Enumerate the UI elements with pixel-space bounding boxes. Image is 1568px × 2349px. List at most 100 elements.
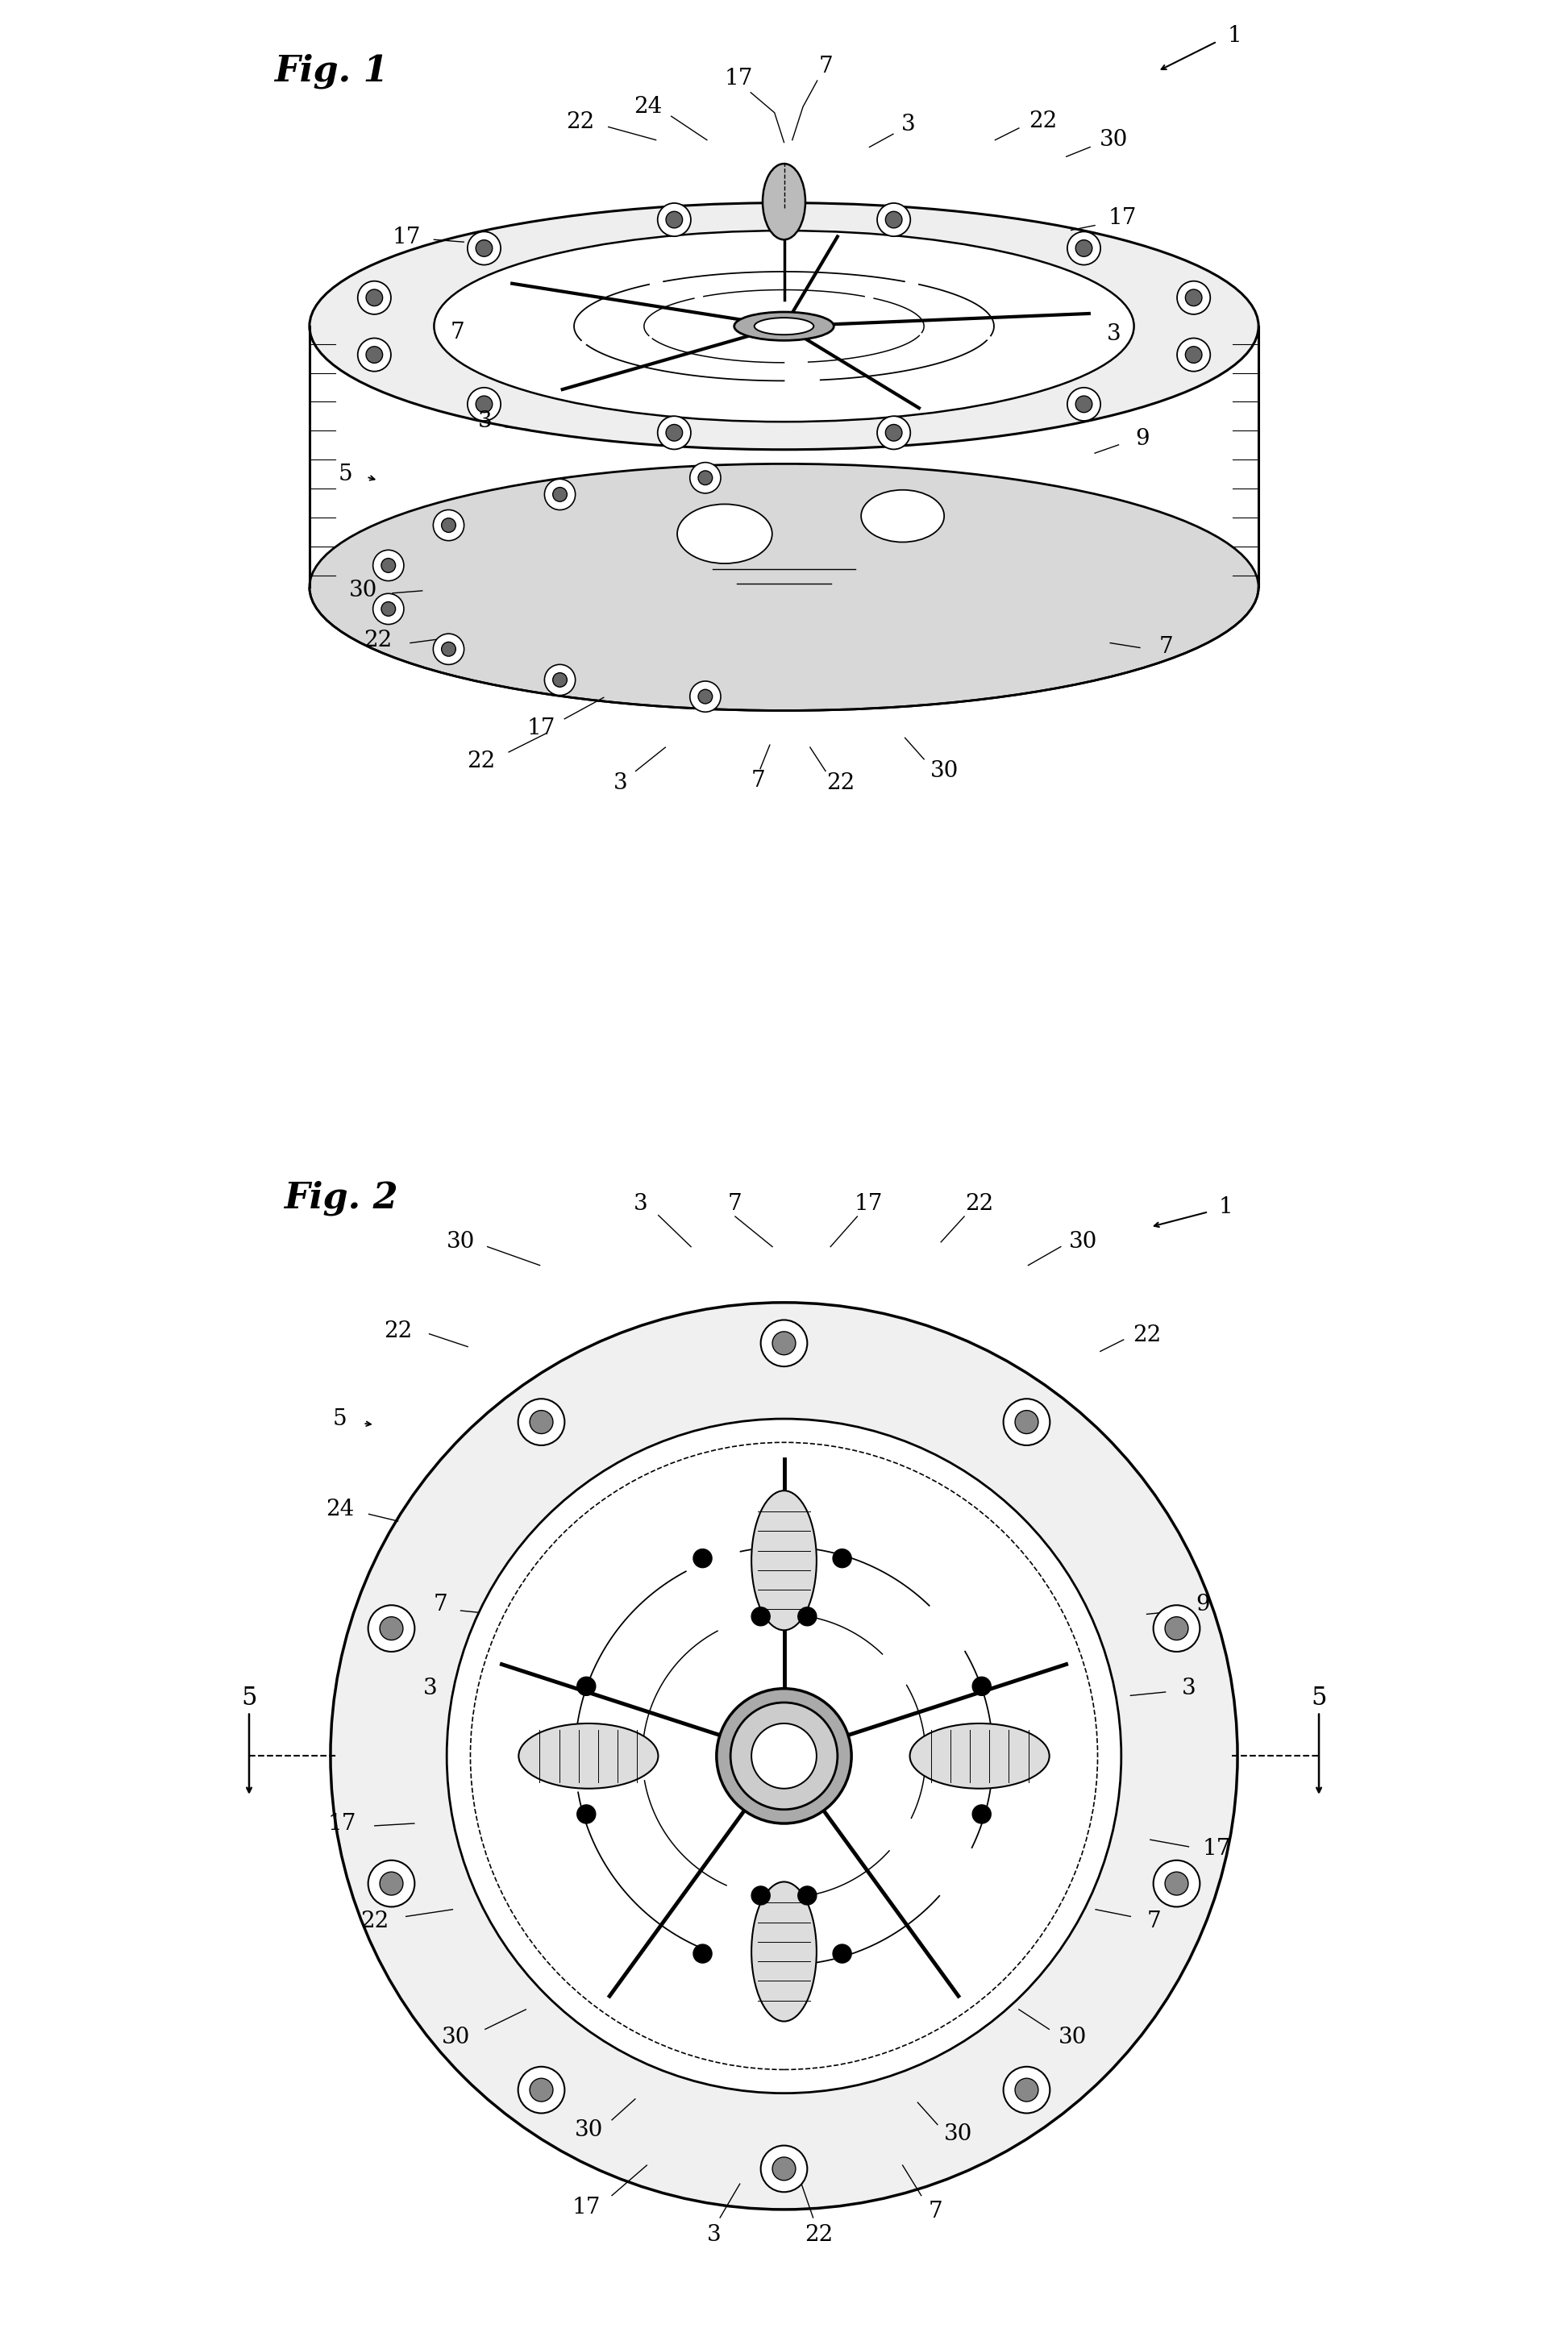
Circle shape (433, 634, 464, 665)
Text: 17: 17 (527, 716, 555, 740)
Circle shape (1068, 388, 1101, 420)
Text: 30: 30 (442, 2027, 470, 2048)
Circle shape (1185, 345, 1203, 364)
Circle shape (1154, 1860, 1200, 1907)
Circle shape (690, 463, 721, 493)
Ellipse shape (519, 1724, 659, 1788)
Circle shape (358, 282, 390, 315)
Circle shape (693, 1548, 712, 1567)
Circle shape (972, 1677, 991, 1696)
Text: 7: 7 (434, 1595, 448, 1616)
Circle shape (577, 1677, 596, 1696)
Text: 22: 22 (467, 752, 495, 773)
Circle shape (1185, 289, 1203, 305)
Circle shape (1165, 1872, 1189, 1896)
Text: 17: 17 (328, 1813, 356, 1835)
Text: 3: 3 (902, 113, 916, 136)
Text: 7: 7 (928, 2201, 942, 2222)
Circle shape (698, 691, 712, 705)
Text: 17: 17 (1109, 207, 1137, 230)
Text: 17: 17 (572, 2196, 601, 2217)
Text: 5: 5 (1311, 1684, 1327, 1710)
Circle shape (1076, 397, 1093, 413)
Text: 3: 3 (423, 1677, 437, 1698)
Text: 7: 7 (751, 770, 765, 792)
Circle shape (877, 202, 911, 237)
Circle shape (751, 1607, 770, 1626)
Circle shape (698, 470, 712, 484)
Circle shape (368, 1860, 414, 1907)
Text: 17: 17 (855, 1193, 883, 1214)
Text: 22: 22 (966, 1193, 994, 1214)
Text: 30: 30 (930, 761, 958, 782)
Circle shape (530, 2079, 554, 2102)
Circle shape (717, 1689, 851, 1823)
Text: 1: 1 (1218, 1196, 1232, 1219)
Circle shape (1068, 233, 1101, 265)
Circle shape (365, 289, 383, 305)
Text: 9: 9 (1135, 428, 1149, 449)
Text: 3: 3 (707, 2225, 721, 2246)
Circle shape (1154, 1604, 1200, 1651)
Text: 22: 22 (1132, 1325, 1160, 1346)
Circle shape (798, 1886, 817, 1905)
Text: 7: 7 (450, 322, 466, 343)
Circle shape (530, 1409, 554, 1433)
Circle shape (331, 1301, 1237, 2210)
Text: 1: 1 (1228, 26, 1242, 47)
Circle shape (577, 1804, 596, 1823)
Text: 30: 30 (1058, 2027, 1087, 2048)
Ellipse shape (677, 505, 771, 564)
Text: 3: 3 (633, 1193, 648, 1214)
Circle shape (381, 559, 395, 573)
Ellipse shape (434, 230, 1134, 423)
Circle shape (693, 1945, 712, 1964)
Circle shape (666, 211, 682, 228)
Text: 22: 22 (826, 773, 855, 794)
Circle shape (365, 345, 383, 364)
Ellipse shape (751, 1492, 817, 1630)
Circle shape (877, 416, 911, 449)
Circle shape (731, 1703, 837, 1809)
Circle shape (554, 672, 568, 686)
Circle shape (373, 594, 405, 625)
Text: 3: 3 (478, 411, 492, 432)
Text: 22: 22 (566, 110, 594, 134)
Text: Fig. 2: Fig. 2 (284, 1179, 398, 1214)
Circle shape (381, 601, 395, 615)
Ellipse shape (754, 317, 814, 334)
Text: 22: 22 (364, 630, 392, 651)
Circle shape (433, 510, 464, 540)
Circle shape (886, 211, 902, 228)
Circle shape (1178, 338, 1210, 371)
Circle shape (690, 681, 721, 712)
Circle shape (657, 202, 691, 237)
Circle shape (760, 2145, 808, 2192)
Ellipse shape (309, 202, 1259, 449)
Text: 3: 3 (1107, 324, 1121, 345)
Circle shape (1014, 1409, 1038, 1433)
Text: 30: 30 (1099, 129, 1127, 150)
Circle shape (1178, 282, 1210, 315)
Text: 24: 24 (326, 1499, 354, 1520)
Circle shape (544, 665, 575, 695)
Ellipse shape (734, 312, 834, 341)
Circle shape (368, 1604, 414, 1651)
Circle shape (1004, 1398, 1051, 1445)
Ellipse shape (309, 463, 1259, 709)
Ellipse shape (762, 164, 806, 240)
Text: 7: 7 (1146, 1910, 1160, 1931)
Text: 7: 7 (818, 56, 833, 78)
Circle shape (1076, 240, 1093, 256)
Circle shape (475, 397, 492, 413)
Circle shape (773, 1332, 795, 1355)
Text: 24: 24 (633, 96, 662, 117)
Circle shape (1004, 2067, 1051, 2114)
Text: 5: 5 (241, 1684, 257, 1710)
Text: 30: 30 (447, 1231, 475, 1252)
Circle shape (972, 1804, 991, 1823)
Circle shape (517, 2067, 564, 2114)
Ellipse shape (909, 1724, 1049, 1788)
Circle shape (379, 1872, 403, 1896)
Circle shape (373, 550, 405, 580)
